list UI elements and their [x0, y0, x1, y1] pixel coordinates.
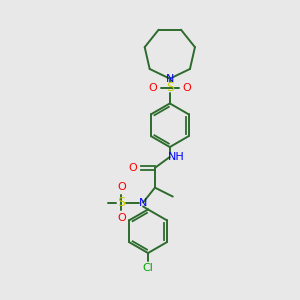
Text: O: O	[182, 82, 191, 93]
Text: N: N	[139, 197, 147, 208]
Text: Cl: Cl	[142, 263, 154, 273]
Text: O: O	[129, 163, 137, 173]
Text: O: O	[117, 213, 126, 224]
Text: N: N	[166, 74, 174, 84]
Text: O: O	[117, 182, 126, 192]
Text: O: O	[148, 82, 157, 93]
Text: S: S	[166, 81, 174, 94]
Text: NH: NH	[168, 152, 185, 162]
Text: S: S	[117, 196, 125, 209]
